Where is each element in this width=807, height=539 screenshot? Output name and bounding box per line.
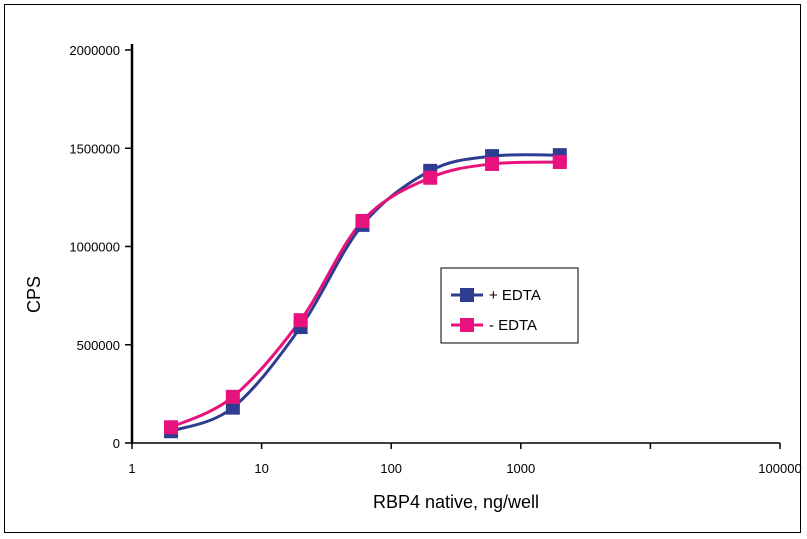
legend-marker [460,288,474,302]
data-point [355,213,370,228]
y-tick-label: 1000000 [69,240,120,255]
y-tick-label: 1500000 [69,141,120,156]
x-tick-label: 1000 [506,461,535,476]
x-tick-label: 1 [128,461,135,476]
data-point [225,389,240,404]
x-axis-title: RBP4 native, ng/well [373,492,539,512]
axes [130,44,780,444]
y-tick-label: 0 [113,436,120,451]
y-tick-label: 500000 [77,338,120,353]
y-ticks: 0 500000 1000000 1500000 2000000 [69,43,132,451]
data-point [164,420,179,435]
x-ticks: 1 10 100 1000 100000 [128,443,802,476]
y-tick-label: 2000000 [69,43,120,58]
chart-frame [4,4,801,533]
data-point [225,400,240,415]
data-point [423,170,438,185]
legend-label: - EDTA [489,317,537,334]
data-point [293,313,308,328]
legend: + EDTA - EDTA [440,267,579,344]
data-point [552,155,567,170]
x-tick-label: 100 [380,461,402,476]
series-markers [164,148,567,439]
data-point [485,156,500,171]
legend-label: + EDTA [489,287,541,304]
x-tick-label: 100000 [758,461,801,476]
legend-marker [460,318,474,332]
x-tick-label: 10 [254,461,268,476]
y-axis-title: CPS [24,276,44,313]
